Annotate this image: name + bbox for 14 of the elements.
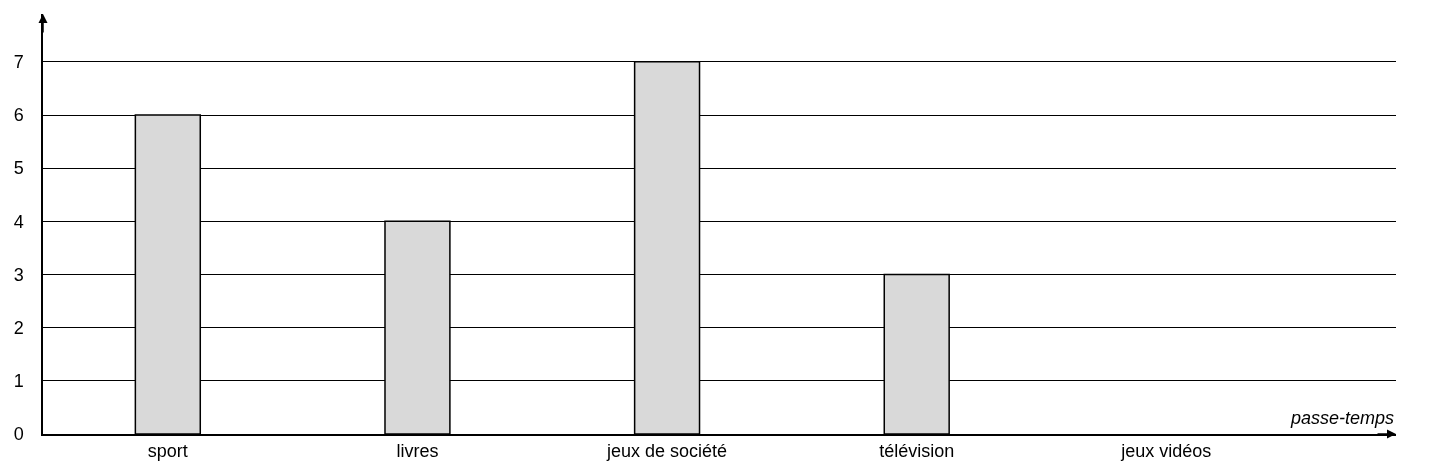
y-tick-label: 7	[13, 52, 24, 73]
y-tick-label: 2	[13, 317, 24, 338]
x-tick-label: jeux de société	[606, 441, 728, 462]
x-tick-label: sport	[147, 441, 188, 462]
y-tick-label: 3	[13, 264, 24, 285]
x-axis-title: passe-temps	[1290, 408, 1395, 428]
y-tick-label: 1	[13, 371, 24, 392]
x-tick-label: télévision	[879, 441, 955, 462]
y-tick-label: 5	[13, 158, 24, 179]
x-tick-label: livres	[396, 441, 439, 462]
y-tick-label: 6	[13, 105, 24, 126]
y-tick-label: 4	[13, 211, 24, 232]
x-tick-label: jeux vidéos	[1120, 441, 1212, 462]
y-tick-label: 0	[13, 424, 24, 445]
